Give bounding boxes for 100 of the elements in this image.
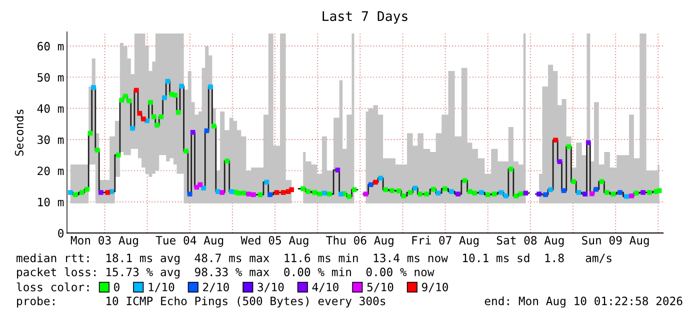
legend-label: 2/10 bbox=[203, 282, 229, 292]
point bbox=[582, 192, 588, 196]
legend-label: 9/10 bbox=[422, 282, 448, 292]
point bbox=[119, 98, 124, 103]
y-tick-label: 0 bbox=[58, 228, 64, 238]
point bbox=[586, 140, 591, 146]
point bbox=[224, 158, 230, 164]
point bbox=[401, 194, 406, 198]
point bbox=[485, 192, 490, 198]
point bbox=[176, 110, 181, 115]
point bbox=[594, 186, 598, 192]
x-tick-label: Sat 08 Aug bbox=[496, 236, 564, 247]
legend-label: 1/10 bbox=[148, 282, 174, 292]
point bbox=[338, 192, 344, 196]
point bbox=[373, 180, 378, 185]
point bbox=[390, 188, 394, 194]
point bbox=[241, 190, 246, 196]
point bbox=[229, 189, 234, 194]
point bbox=[172, 92, 178, 98]
legend-label: 4/10 bbox=[312, 282, 338, 292]
point bbox=[80, 190, 84, 195]
point bbox=[274, 190, 280, 195]
legend-label: 0 bbox=[114, 282, 120, 292]
y-tick-label: 20 m bbox=[38, 166, 64, 176]
point bbox=[436, 190, 441, 196]
point bbox=[467, 189, 472, 194]
point bbox=[383, 187, 388, 192]
point bbox=[73, 192, 78, 198]
point bbox=[508, 166, 514, 172]
point bbox=[412, 186, 418, 191]
point bbox=[571, 179, 576, 184]
legend-label: 5/10 bbox=[367, 282, 394, 292]
point bbox=[634, 190, 639, 196]
point bbox=[280, 190, 286, 195]
point bbox=[498, 190, 504, 195]
y-tick-label: 10 m bbox=[38, 198, 64, 206]
point bbox=[220, 190, 224, 195]
point bbox=[449, 189, 454, 194]
point bbox=[523, 190, 528, 196]
point bbox=[618, 190, 622, 195]
x-tick-label: Mon 03 Aug bbox=[70, 236, 138, 247]
legend-label: 3/10 bbox=[258, 282, 284, 292]
y-tick-label: 60 m bbox=[38, 42, 64, 51]
point bbox=[629, 194, 634, 198]
point bbox=[536, 192, 542, 196]
point bbox=[184, 148, 188, 154]
point bbox=[236, 190, 242, 196]
point bbox=[335, 168, 340, 172]
text: packet loss: 15.73 % avg 98.33 % max 0.00 % min 0.00 % now bbox=[17, 267, 434, 279]
point bbox=[98, 190, 104, 195]
chart-title: Last 7 Days bbox=[322, 11, 408, 24]
point bbox=[154, 122, 160, 128]
point bbox=[590, 191, 594, 196]
point bbox=[251, 192, 256, 198]
point bbox=[472, 190, 477, 196]
point bbox=[179, 84, 184, 89]
point bbox=[216, 189, 220, 194]
point bbox=[148, 100, 153, 105]
point bbox=[424, 192, 430, 196]
point bbox=[576, 190, 582, 195]
point bbox=[604, 190, 610, 195]
point bbox=[312, 190, 318, 195]
point bbox=[201, 186, 206, 191]
point bbox=[566, 144, 572, 150]
point bbox=[141, 116, 146, 122]
y-tick-label: 30 m bbox=[38, 135, 64, 144]
point bbox=[268, 192, 272, 198]
y-axis-title: Seconds bbox=[14, 110, 24, 156]
point bbox=[327, 192, 332, 196]
point bbox=[624, 194, 629, 199]
point bbox=[418, 192, 423, 196]
point bbox=[518, 191, 524, 196]
point bbox=[211, 124, 216, 129]
point bbox=[503, 194, 508, 198]
point bbox=[94, 148, 100, 153]
point bbox=[442, 186, 448, 192]
point bbox=[289, 187, 294, 192]
point bbox=[126, 98, 132, 104]
point bbox=[187, 192, 192, 196]
point bbox=[322, 190, 327, 196]
point bbox=[317, 192, 322, 196]
point bbox=[561, 188, 566, 194]
point bbox=[363, 192, 368, 196]
legend-title: loss color: bbox=[16, 282, 89, 292]
point bbox=[162, 95, 167, 100]
point bbox=[346, 194, 352, 199]
point bbox=[543, 192, 548, 198]
y-tick-label: 50 m bbox=[38, 73, 64, 82]
point bbox=[137, 110, 142, 116]
point bbox=[492, 192, 497, 196]
point bbox=[134, 88, 139, 93]
point bbox=[408, 190, 413, 195]
point bbox=[68, 190, 73, 195]
point bbox=[462, 178, 468, 184]
point bbox=[640, 190, 646, 195]
point bbox=[116, 152, 121, 158]
point bbox=[514, 194, 518, 198]
point bbox=[123, 94, 128, 99]
x-tick-label: Thu 06 Aug bbox=[326, 236, 394, 247]
point bbox=[246, 192, 252, 196]
